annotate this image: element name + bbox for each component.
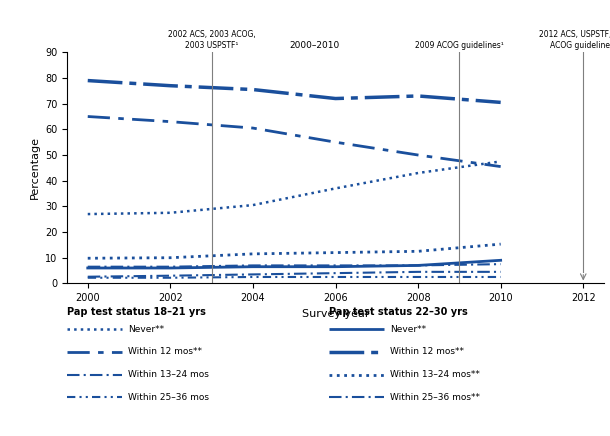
Text: 2009 ACOG guidelines¹: 2009 ACOG guidelines¹ (415, 41, 504, 50)
X-axis label: Survey year: Survey year (302, 309, 369, 319)
Text: Never**: Never** (390, 325, 426, 334)
Text: 2012 ACS, USPSTF, and
ACOG guidelines¹: 2012 ACS, USPSTF, and ACOG guidelines¹ (539, 31, 610, 50)
Text: Within 25–36 mos**: Within 25–36 mos** (390, 393, 481, 402)
Text: Within 12 mos**: Within 12 mos** (390, 347, 464, 356)
Y-axis label: Percentage: Percentage (29, 136, 40, 199)
Text: Within 12 mos**: Within 12 mos** (128, 347, 202, 356)
Text: Pap test status 18–21 yrs: Pap test status 18–21 yrs (67, 307, 206, 317)
Text: Within 13–24 mos: Within 13–24 mos (128, 370, 209, 379)
Text: 2002 ACS, 2003 ACOG,
2003 USPSTF¹: 2002 ACS, 2003 ACOG, 2003 USPSTF¹ (168, 31, 256, 50)
Text: Within 13–24 mos**: Within 13–24 mos** (390, 370, 480, 379)
Text: Within 25–36 mos: Within 25–36 mos (128, 393, 209, 402)
Text: 2000–2010: 2000–2010 (290, 41, 340, 50)
Text: Pap test status 22–30 yrs: Pap test status 22–30 yrs (329, 307, 468, 317)
Text: Never**: Never** (128, 325, 164, 334)
